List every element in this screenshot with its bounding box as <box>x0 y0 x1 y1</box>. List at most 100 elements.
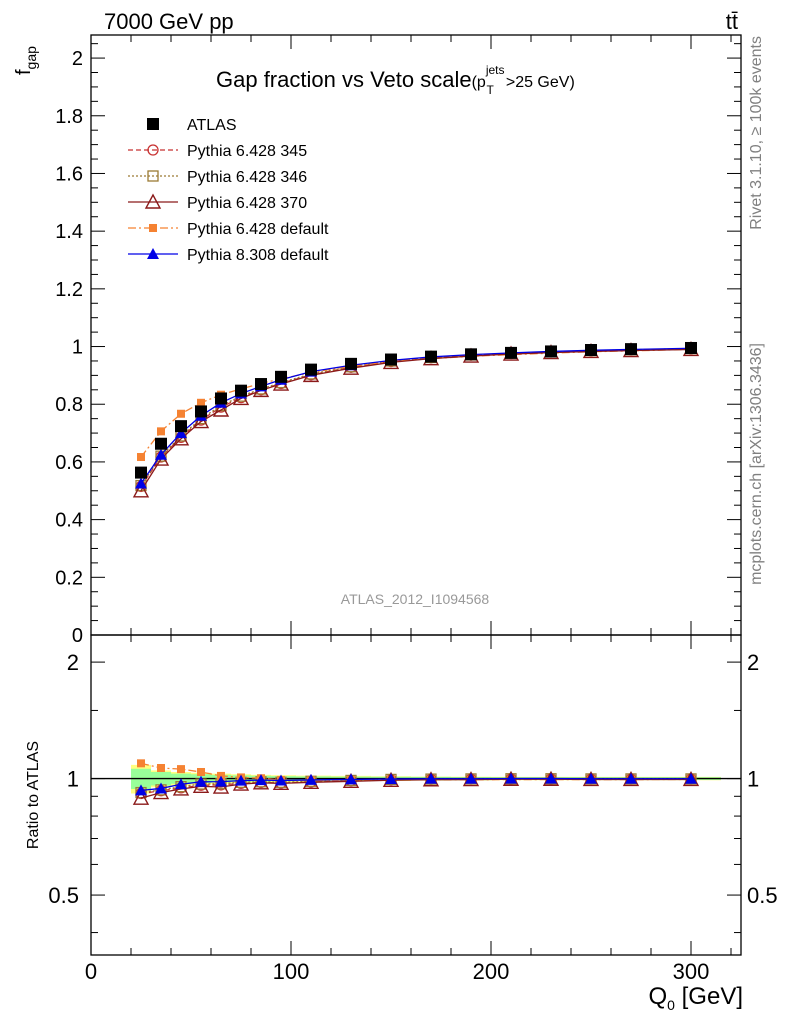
series-line <box>140 348 692 492</box>
chart-title-sub-sub: T <box>487 83 495 97</box>
main-panel: 0 0.2 0.4 0.6 0.8 1 1.2 1.4 1.6 1.8 2 Gap fraction… <box>13 34 742 647</box>
legend-label: ATLAS <box>187 117 237 134</box>
ratio-data-point <box>275 774 287 786</box>
data-point <box>425 350 437 363</box>
ratio-series-pythia-8-308-default <box>135 772 697 796</box>
ratio-y-tick-label-right: 2 <box>747 650 759 675</box>
data-point <box>585 344 597 356</box>
legend-label: Pythia 6.428 370 <box>187 195 307 212</box>
y-axis-label-sub: gap <box>23 46 39 70</box>
ratio-data-point <box>137 759 145 768</box>
legend-marker <box>147 170 159 182</box>
ratio-data-point <box>215 775 227 787</box>
y-tick-label: 1.2 <box>55 279 83 301</box>
x-axis-label: Q0 [GeV] <box>649 983 744 1013</box>
analysis-label: ATLAS_2012_I1094568 <box>341 591 490 607</box>
data-point <box>305 363 317 376</box>
series-pythia-6-428-370 <box>132 340 700 498</box>
y-tick-label: 1 <box>72 337 83 359</box>
y-tick-label: 0.6 <box>55 452 83 474</box>
ratio-data-point <box>175 778 187 790</box>
legend-marker <box>147 248 159 259</box>
energy-label: 7000 GeV pp <box>104 9 234 34</box>
series-pythia-6-428-346 <box>135 342 697 492</box>
y-tick-label: 2 <box>72 48 83 70</box>
data-point <box>215 392 227 405</box>
legend-label: Pythia 8.308 default <box>187 247 329 264</box>
data-point <box>275 370 287 383</box>
data-point <box>212 401 230 417</box>
ratio-data-point <box>345 773 357 785</box>
data-point <box>155 448 167 460</box>
data-point <box>137 453 145 462</box>
data-point <box>465 348 477 361</box>
y-tick-label: 0 <box>72 625 83 647</box>
ratio-data-point <box>545 772 557 784</box>
series-pythia-6-428-345 <box>135 343 697 493</box>
series-line <box>140 347 692 486</box>
data-point <box>345 357 357 370</box>
data-point <box>625 343 637 356</box>
data-point <box>155 437 167 450</box>
legend-marker <box>147 118 159 130</box>
chart-title-sub: (p <box>472 74 486 91</box>
mcplots-label: mcplots.cern.ch [arXiv:1306.3436] <box>748 343 765 585</box>
ratio-data-point <box>235 774 247 786</box>
y-tick-label: 0.4 <box>55 510 83 532</box>
data-point <box>172 430 190 446</box>
ratio-data-point <box>465 772 477 784</box>
legend-label: Pythia 6.428 345 <box>187 143 307 160</box>
y-axis-label: fgap <box>13 46 39 75</box>
data-point <box>135 477 147 489</box>
y-tick-label: 1.8 <box>55 106 83 128</box>
x-tick-label: 200 <box>473 959 510 984</box>
x-axis-label-sub: 0 <box>667 997 675 1013</box>
chart-title-sub-tail: >25 GeV) <box>506 74 575 91</box>
ratio-y-tick-label: 1 <box>67 767 79 792</box>
data-point <box>197 398 205 407</box>
data-point <box>235 384 247 397</box>
chart-title-sub-sup: jets <box>485 63 505 77</box>
ratio-data-point <box>177 765 185 774</box>
legend-marker <box>147 144 159 156</box>
x-axis-label-main: Q <box>649 983 668 1010</box>
legend: ATLAS Pythia 6.428 345 Pythia 6.428 346 Pyt… <box>128 117 329 264</box>
data-point <box>545 345 557 358</box>
y-tick-label: 0.2 <box>55 567 83 589</box>
data-point <box>177 409 185 418</box>
y-axis-label-main: f <box>13 69 35 75</box>
data-point <box>175 420 187 433</box>
ratio-data-point <box>135 784 147 796</box>
ratio-panel-ticks: 0.5 0.5 1 1 2 2 0 100 200 300 <box>48 635 778 984</box>
series-line <box>140 348 692 487</box>
ratio-data-point <box>685 772 697 784</box>
legend-label: Pythia 6.428 346 <box>187 169 307 186</box>
ratio-y-tick-label-right: 0.5 <box>747 883 778 908</box>
x-tick-label: 0 <box>85 959 97 984</box>
ratio-y-tick-label: 0.5 <box>48 883 79 908</box>
ratio-data-point <box>195 775 207 787</box>
process-label: tt̄ <box>726 9 738 34</box>
ratio-data-point <box>385 773 397 785</box>
legend-marker <box>149 224 157 232</box>
y-tick-label: 1.4 <box>55 221 83 243</box>
ratio-data-point <box>197 767 205 776</box>
ratio-data-point <box>132 789 150 805</box>
ratio-panel: 0.5 0.51 12 20 100 200 300 Ratio to ATLAS Q0 [… <box>25 634 778 1013</box>
data-point <box>195 405 207 418</box>
data-point <box>132 482 150 498</box>
ratio-y-tick-label: 2 <box>67 650 79 675</box>
ratio-panel-series <box>132 759 700 805</box>
main-panel-ticks: 0 0.2 0.4 0.6 0.8 1 1.2 1.4 1.6 1.8 2 <box>55 35 741 647</box>
data-point <box>175 427 187 439</box>
data-point <box>157 427 165 436</box>
ratio-data-point <box>585 772 597 784</box>
x-axis-label-tail: [GeV] <box>675 983 743 1010</box>
chart-title-main: Gap fraction vs Veto scale <box>216 67 472 92</box>
ratio-y-axis-label: Ratio to ATLAS <box>25 741 42 849</box>
rivet-label: Rivet 3.1.10, ≥ 100k events <box>748 36 765 230</box>
ratio-data-point <box>425 772 437 784</box>
series-atlas <box>135 341 697 479</box>
data-point <box>255 378 267 391</box>
